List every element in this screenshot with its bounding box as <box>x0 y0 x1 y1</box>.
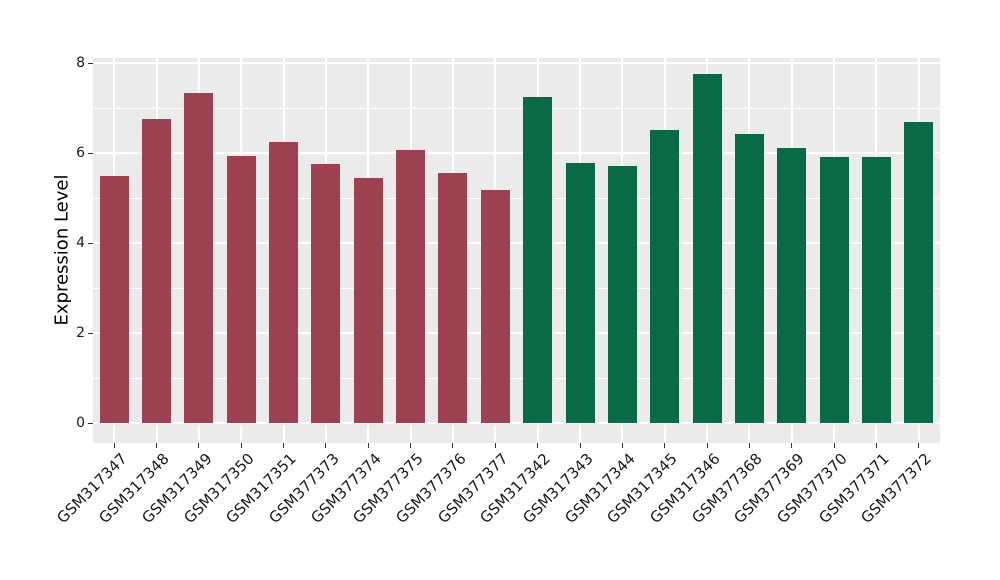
y-tick-mark-8 <box>88 63 93 64</box>
bar-GSM377368 <box>734 134 764 423</box>
bar-GSM317343 <box>565 162 595 423</box>
bar-GSM317346 <box>692 73 722 423</box>
plot-panel <box>93 58 940 443</box>
bar-GSM377370 <box>819 157 849 423</box>
x-tick-mark-GSM317348 <box>156 443 158 448</box>
bar-GSM377376 <box>438 172 468 423</box>
y-axis-title: Expression Level <box>51 174 73 326</box>
bar-GSM377374 <box>353 178 383 423</box>
x-tick-mark-GSM317342 <box>537 443 539 448</box>
bar-GSM317345 <box>650 130 680 423</box>
bar-GSM317348 <box>142 118 172 423</box>
gridline-minor-y5 <box>93 198 940 199</box>
y-tick-label-6: 6 <box>76 145 85 161</box>
x-tick-mark-GSM317343 <box>579 443 581 448</box>
x-tick-mark-GSM317351 <box>283 443 285 448</box>
y-tick-mark-0 <box>88 423 93 424</box>
gridline-minor-y1 <box>93 378 940 379</box>
x-tick-mark-GSM317349 <box>198 443 200 448</box>
x-tick-mark-GSM317347 <box>113 443 115 448</box>
x-tick-mark-GSM377376 <box>452 443 454 448</box>
x-tick-mark-GSM317345 <box>664 443 666 448</box>
x-tick-mark-GSM377369 <box>791 443 793 448</box>
x-tick-mark-GSM377374 <box>367 443 369 448</box>
x-tick-mark-GSM377372 <box>918 443 920 448</box>
x-tick-mark-GSM317346 <box>706 443 708 448</box>
x-tick-mark-GSM377368 <box>748 443 750 448</box>
x-tick-mark-GSM317350 <box>240 443 242 448</box>
y-tick-label-4: 4 <box>76 235 85 251</box>
bar-GSM377369 <box>777 148 807 423</box>
gridline-major-y0 <box>93 422 940 424</box>
bar-GSM317344 <box>607 166 637 423</box>
x-tick-mark-GSM317344 <box>621 443 623 448</box>
y-tick-mark-6 <box>88 153 93 154</box>
y-tick-mark-2 <box>88 333 93 334</box>
x-tick-mark-GSM377371 <box>875 443 877 448</box>
gridline-major-y2 <box>93 332 940 334</box>
gridline-major-y4 <box>93 242 940 244</box>
bar-GSM317347 <box>99 175 129 423</box>
x-tick-mark-GSM377377 <box>494 443 496 448</box>
bar-GSM317350 <box>226 156 256 423</box>
bar-GSM377372 <box>904 122 934 423</box>
gridline-minor-y3 <box>93 288 940 289</box>
gridline-major-y8 <box>93 62 940 64</box>
bar-GSM317351 <box>269 142 299 423</box>
x-tick-mark-GSM377373 <box>325 443 327 448</box>
bar-GSM377375 <box>396 149 426 423</box>
bar-GSM317349 <box>184 93 214 423</box>
bar-GSM317342 <box>523 97 553 423</box>
gridline-major-y6 <box>93 152 940 154</box>
y-tick-label-2: 2 <box>76 325 85 341</box>
bar-GSM377371 <box>861 157 891 423</box>
x-tick-mark-GSM377375 <box>410 443 412 448</box>
bar-GSM377373 <box>311 163 341 423</box>
y-tick-mark-4 <box>88 243 93 244</box>
x-tick-mark-GSM377370 <box>833 443 835 448</box>
gridline-minor-y7 <box>93 108 940 109</box>
bar-GSM377377 <box>480 189 510 423</box>
y-tick-label-0: 0 <box>76 415 85 431</box>
y-tick-label-8: 8 <box>76 55 85 71</box>
